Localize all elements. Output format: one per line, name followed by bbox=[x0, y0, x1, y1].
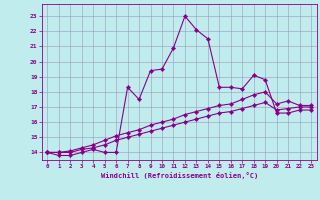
X-axis label: Windchill (Refroidissement éolien,°C): Windchill (Refroidissement éolien,°C) bbox=[100, 172, 258, 179]
